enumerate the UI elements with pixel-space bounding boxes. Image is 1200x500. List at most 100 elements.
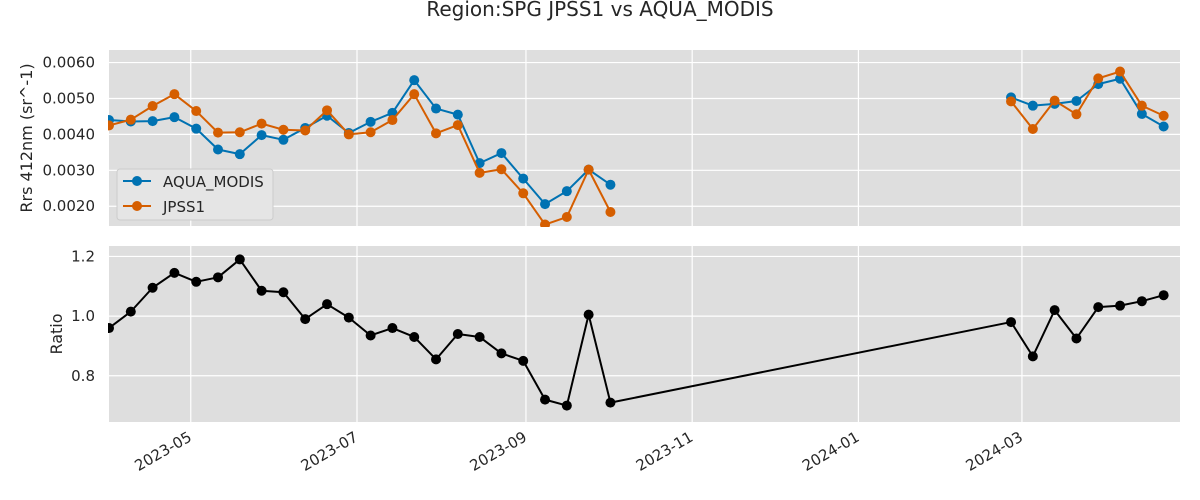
rrs-panel: Rrs 412nm (sr^-1) 0.0020 0.0030 0.0040 0.00… (17, 50, 1180, 227)
ratio-series-0-point (234, 254, 245, 265)
rrs-series-1-point (1158, 110, 1169, 121)
rrs-series-1-point (191, 106, 202, 117)
rrs-series-1-point (169, 89, 180, 100)
ratio-series-0-point (256, 285, 267, 296)
ratio-series-0-point (540, 394, 551, 405)
rrs-series-0-point (1071, 96, 1082, 106)
ratio-series-0-point (213, 272, 224, 283)
rrs-series-1-point (474, 167, 485, 178)
x-tick-label: 2023-09 (467, 428, 530, 475)
ratio-series-0-point (322, 299, 333, 310)
x-tick-label: 2023-07 (298, 428, 361, 475)
rrs-series-1-point (387, 115, 398, 126)
rrs-y-tick-label: 0.0040 (43, 125, 96, 143)
rrs-series-1-line (1010, 70, 1165, 131)
ratio-series-0-point (561, 400, 572, 411)
chart-title: Region:SPG JPSS1 vs AQUA_MODIS (426, 0, 773, 21)
legend-label-aqua-modis: AQUA_MODIS (163, 173, 264, 192)
rrs-series-1-point (1027, 124, 1038, 135)
ratio-series-0-point (1136, 296, 1147, 307)
ratio-series-0-point (496, 348, 507, 359)
rrs-series-1-point (234, 127, 245, 138)
rrs-y-tick-label: 0.0020 (43, 197, 96, 215)
rrs-series-0-point (169, 112, 180, 123)
ratio-y-tick-label: 0.8 (71, 367, 95, 385)
ratio-series-0-point (125, 306, 136, 317)
rrs-series-1-point (518, 188, 529, 199)
rrs-series-0-point (191, 123, 202, 134)
rrs-series-0-point (365, 116, 376, 127)
ratio-series-0-point (1071, 333, 1082, 344)
rrs-series-1-point (1115, 66, 1126, 77)
rrs-series-1-point (108, 120, 114, 131)
rrs-series-1-point (561, 212, 572, 223)
ratio-series-0-point (518, 355, 529, 366)
ratio-y-tick-label: 1.0 (71, 307, 95, 325)
rrs-series-1-point (365, 127, 376, 138)
rrs-y-tick-label: 0.0050 (43, 89, 96, 107)
rrs-y-tick-label: 0.0030 (43, 161, 96, 179)
ratio-series-0-point (1027, 351, 1038, 362)
rrs-series-1-point (343, 129, 354, 140)
rrs-series-0-point (1136, 108, 1147, 119)
rrs-series-1-point (125, 114, 136, 125)
rrs-series-0-point (387, 107, 398, 118)
legend-label-jpss1: JPSS1 (162, 198, 205, 216)
legend-box (116, 168, 274, 221)
rrs-series-1-point (322, 105, 333, 116)
ratio-series-0-point (191, 276, 202, 287)
ratio-series-0-point (365, 330, 376, 341)
rrs-series-1-point (452, 120, 463, 131)
ratio-series-0-point (343, 312, 354, 323)
rrs-series-0-point (256, 130, 267, 141)
rrs-series-0-point (409, 75, 420, 86)
x-tick-label: 2023-05 (131, 428, 194, 475)
ratio-y-tick-label: 1.2 (71, 247, 95, 265)
ratio-plot-area (109, 246, 1180, 422)
ratio-series-0-point (300, 314, 311, 325)
x-tick-labels: 2023-05 2023-07 2023-09 2023-11 2024-01 2024-… (131, 428, 1025, 475)
ratio-series-0-point (452, 329, 463, 339)
rrs-series-0-point (213, 144, 224, 155)
rrs-series-1-point (496, 164, 507, 175)
rrs-series-0-point (431, 103, 442, 114)
ratio-series-0-point (1158, 290, 1169, 301)
ratio-series-0-point (409, 331, 420, 342)
rrs-series-0-point (496, 148, 507, 159)
rrs-series-0 (108, 73, 1169, 210)
rrs-series-0-point (605, 179, 616, 190)
ratio-series-0-point (583, 309, 594, 320)
ratio-series-0 (108, 254, 1169, 411)
rrs-series-0-point (540, 199, 551, 210)
rrs-series-1-point (409, 89, 420, 100)
rrs-series-1-point (256, 118, 267, 129)
ratio-series-0-point (278, 287, 289, 298)
rrs-series-0-point (518, 173, 529, 184)
ratio-y-axis-label: Ratio (47, 313, 66, 354)
ratio-series-0-point (431, 354, 442, 365)
ratio-series-0-point (1006, 317, 1017, 328)
rrs-series-1-point (583, 164, 594, 175)
rrs-series-0-point (452, 109, 463, 120)
x-tick-label: 2024-01 (799, 428, 862, 475)
rrs-series-1-point (300, 125, 311, 136)
rrs-series-1-point (540, 219, 551, 227)
rrs-y-axis-label: Rrs 412nm (sr^-1) (17, 63, 36, 212)
ratio-series-0-point (169, 267, 180, 278)
ratio-series-0-point (108, 323, 114, 334)
rrs-y-tick-label: 0.0060 (43, 54, 96, 72)
rrs-series-0-point (561, 186, 572, 197)
ratio-panel: Ratio 0.8 1.0 1.2 (47, 246, 1180, 422)
x-tick-label: 2024-03 (963, 428, 1026, 475)
ratio-series-0-point (147, 282, 158, 293)
ratio-series-0-point (1115, 300, 1126, 311)
rrs-series-0-point (1158, 121, 1169, 132)
legend-marker-aqua-modis (132, 176, 142, 186)
rrs-series-1-point (1006, 96, 1017, 107)
ratio-series-0-point (1049, 305, 1060, 316)
rrs-series-1-point (1136, 100, 1147, 111)
legend-marker-jpss1 (132, 201, 142, 211)
ratio-series-0-point (474, 331, 485, 342)
rrs-series-1-point (213, 127, 224, 138)
